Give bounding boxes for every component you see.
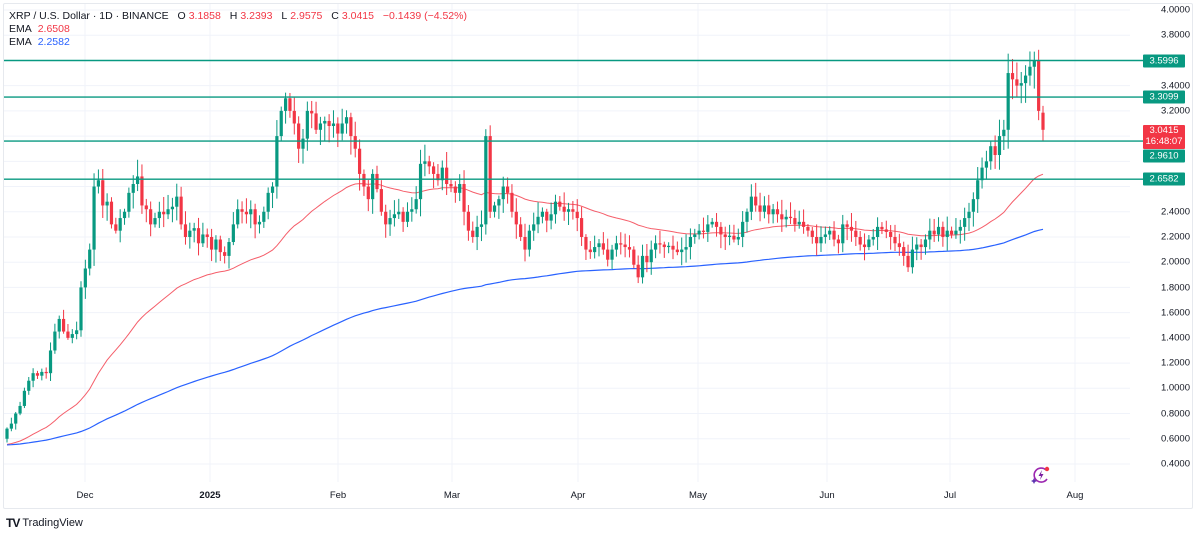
time-label: Mar <box>443 490 461 501</box>
time-label: May <box>689 490 707 501</box>
time-label: 2025 <box>199 490 221 501</box>
time-label: Jul <box>943 490 957 501</box>
price-label: 3.8000 <box>1160 29 1190 41</box>
horizontal-levels[interactable] <box>4 59 1143 180</box>
level-tag-3-3099: 3.3099 <box>1143 90 1185 104</box>
price-label: 3.2000 <box>1160 105 1190 117</box>
price-label: 1.8000 <box>1160 282 1190 294</box>
ema-lines <box>6 173 1044 446</box>
grid-lines <box>4 4 1130 482</box>
tradingview-logo-icon: TV <box>6 516 20 530</box>
chart-legend: XRP / U.S. Dollar · 1D · BINANCE O 3.1858… <box>9 10 470 49</box>
time-label: Apr <box>570 490 586 501</box>
price-label: 1.2000 <box>1160 357 1190 369</box>
brand-name: TradingView <box>22 517 83 529</box>
price-label: 2.0000 <box>1160 256 1190 268</box>
chart-frame <box>3 3 1193 509</box>
ema-slow-value: 2.2582 <box>37 36 70 48</box>
level-tag-2-6582: 2.6582 <box>1143 172 1185 186</box>
high-value: 3.2393 <box>240 10 273 22</box>
time-label: Dec <box>76 490 94 501</box>
price-label: 0.6000 <box>1160 433 1190 445</box>
symbol-row: XRP / U.S. Dollar · 1D · BINANCE O 3.1858… <box>9 10 467 22</box>
price-label: 3.4000 <box>1160 80 1190 92</box>
price-label: 1.6000 <box>1160 307 1190 319</box>
current-price: 3.0415 <box>1149 125 1179 136</box>
lightning-alert-icon[interactable] <box>1030 464 1052 486</box>
price-label: 1.0000 <box>1160 382 1190 394</box>
open-value: 3.1858 <box>188 10 221 22</box>
bar-countdown: 16:48:07 <box>1145 136 1183 147</box>
level-tag-3-5996: 3.5996 <box>1143 54 1185 68</box>
price-label: 0.8000 <box>1160 408 1190 420</box>
candlesticks <box>5 49 1045 443</box>
close-value: 3.0415 <box>341 10 374 22</box>
time-label: Aug <box>1066 490 1084 501</box>
price-label: 2.4000 <box>1160 206 1190 218</box>
price-label: 2.2000 <box>1160 231 1190 243</box>
price-label: 4.0000 <box>1160 4 1190 16</box>
low-value: 2.9575 <box>290 10 323 22</box>
price-label: 1.4000 <box>1160 332 1190 344</box>
symbol-title[interactable]: XRP / U.S. Dollar · 1D · BINANCE <box>9 10 169 22</box>
ema-fast-value: 2.6508 <box>37 23 70 35</box>
tradingview-brand[interactable]: TV TradingView <box>6 516 83 530</box>
current-price-tag: 3.0415 16:48:07 <box>1143 125 1185 149</box>
ema-fast-row[interactable]: EMA 2.6508 <box>9 23 70 35</box>
change-value: −0.1439 (−4.52%) <box>382 10 467 22</box>
level-tag-2-9610: 2.9610 <box>1143 149 1185 163</box>
ema-slow-row[interactable]: EMA 2.2582 <box>9 36 70 48</box>
time-label: Jun <box>819 490 835 501</box>
price-label: 0.4000 <box>1160 458 1190 470</box>
time-label: Feb <box>329 490 347 501</box>
